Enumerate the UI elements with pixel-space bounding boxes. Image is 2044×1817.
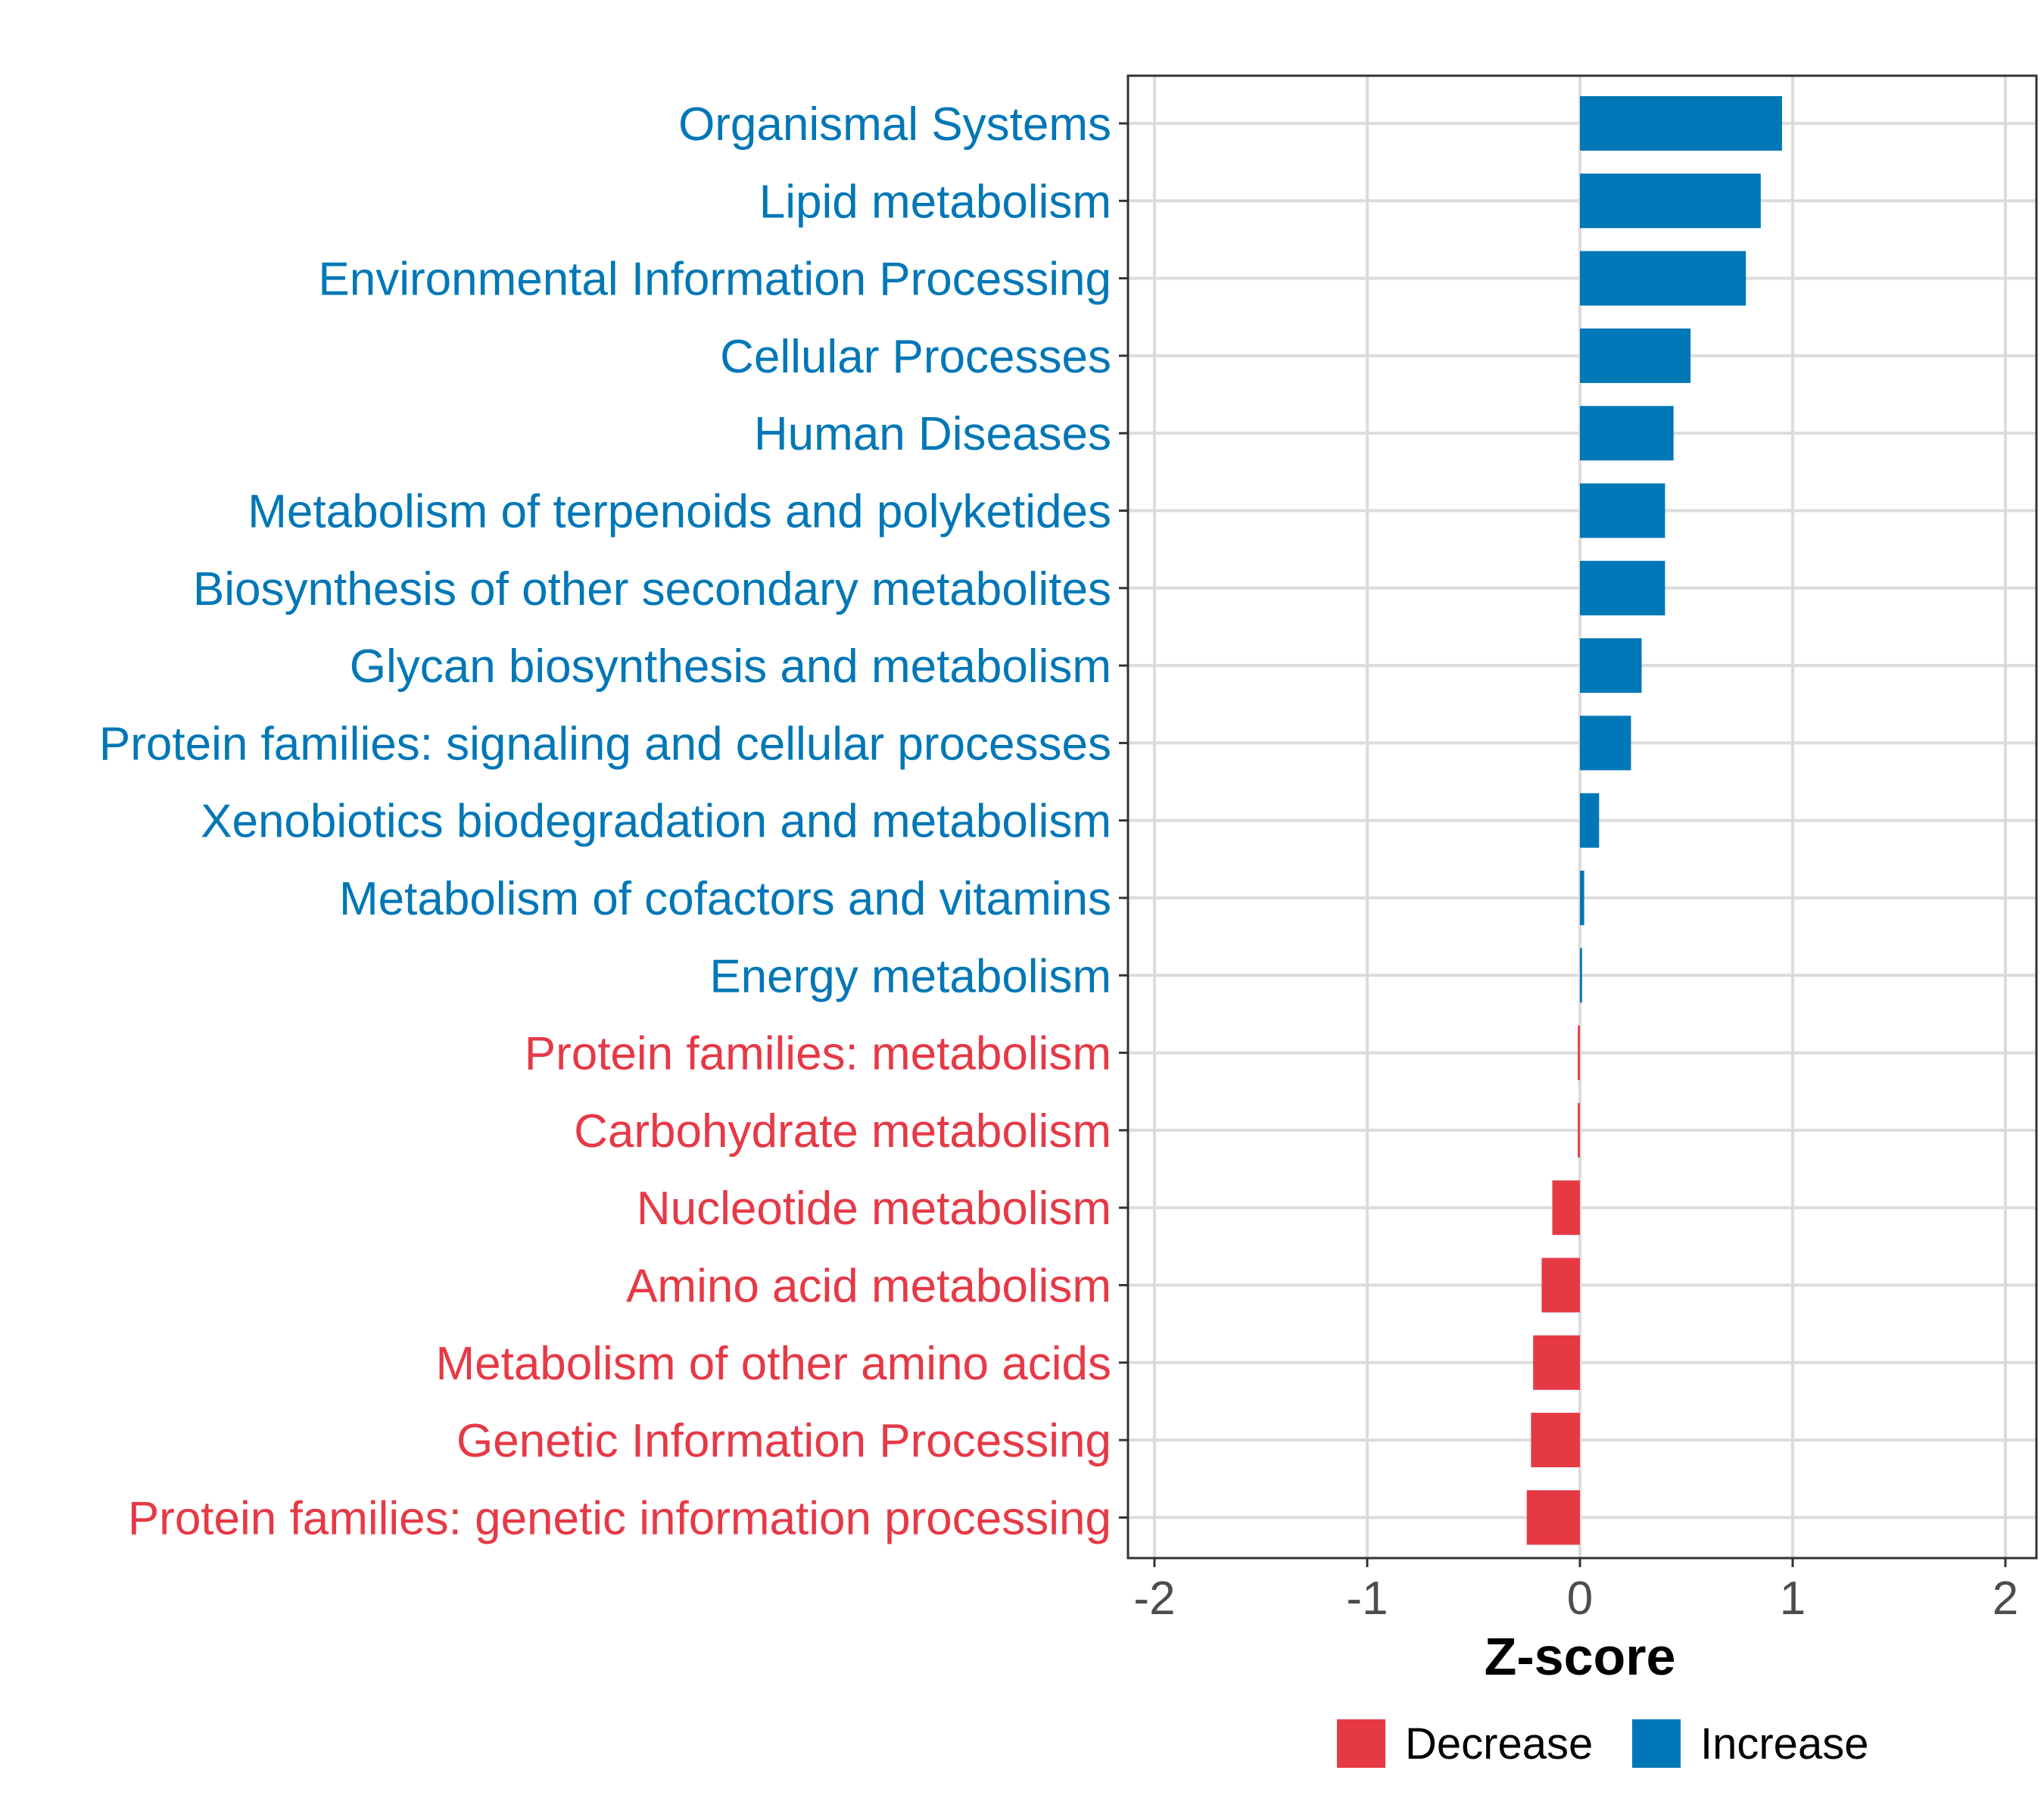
category-label: Protein families: metabolism [525,1028,1111,1080]
bar [1580,173,1761,229]
y-axis: Organismal Systems Lipid metabolism Enviro… [99,98,1128,1544]
bar [1580,560,1665,616]
category-label: Organismal Systems [678,98,1111,151]
x-axis: -2 -1 0 1 2 [1133,1558,2018,1625]
x-tick-label: -1 [1346,1572,1388,1625]
category-label: Protein families: signaling and cellular… [99,718,1111,770]
legend-swatch [1632,1719,1681,1768]
bar [1580,715,1631,771]
category-label: Metabolism of other amino acids [435,1338,1111,1390]
bar [1526,1490,1580,1545]
legend: Decrease Increase [1337,1719,1868,1769]
category-label: Cellular Processes [720,331,1111,383]
category-label: Metabolism of cofactors and vitamins [339,873,1111,925]
category-label: Lipid metabolism [759,176,1111,228]
x-tick-label: 2 [1993,1572,2018,1625]
bar [1578,1102,1580,1158]
category-label: Xenobiotics biodegradation and metabolis… [201,796,1111,848]
bar [1531,1413,1580,1468]
category-label: Protein families: genetic information pr… [128,1492,1111,1544]
x-tick-label: -2 [1133,1572,1175,1625]
category-label: Glycan biosynthesis and metabolism [350,640,1111,693]
x-tick-label: 1 [1780,1572,1806,1625]
category-label: Environmental Information Processing [318,254,1111,306]
bar [1580,328,1691,383]
category-label: Genetic Information Processing [456,1415,1111,1467]
category-label: Carbohydrate metabolism [574,1105,1111,1158]
x-axis-title: Z-score [1485,1627,1676,1686]
bar [1580,96,1782,151]
category-label: Amino acid metabolism [626,1261,1111,1313]
category-label: Nucleotide metabolism [637,1183,1111,1235]
bars [1526,96,1782,1545]
category-label: Energy metabolism [709,950,1111,1002]
bar [1541,1258,1580,1313]
legend-label: Increase [1700,1719,1868,1769]
category-label: Metabolism of terpenoids and polyketides [248,486,1111,538]
bar [1552,1180,1580,1236]
category-label: Human Diseases [754,408,1111,460]
bar [1578,1025,1580,1080]
category-label: Biosynthesis of other secondary metaboli… [193,563,1111,616]
bar [1580,948,1582,1003]
plot-border [1126,74,2038,1560]
bar [1580,251,1746,306]
bar [1580,793,1600,848]
legend-label: Decrease [1405,1719,1593,1769]
bar [1533,1335,1580,1390]
x-tick-label: 0 [1567,1572,1593,1625]
legend-swatch [1337,1719,1385,1768]
bar [1580,483,1665,538]
bar [1580,638,1642,693]
bar [1580,871,1584,925]
bar [1580,406,1674,461]
